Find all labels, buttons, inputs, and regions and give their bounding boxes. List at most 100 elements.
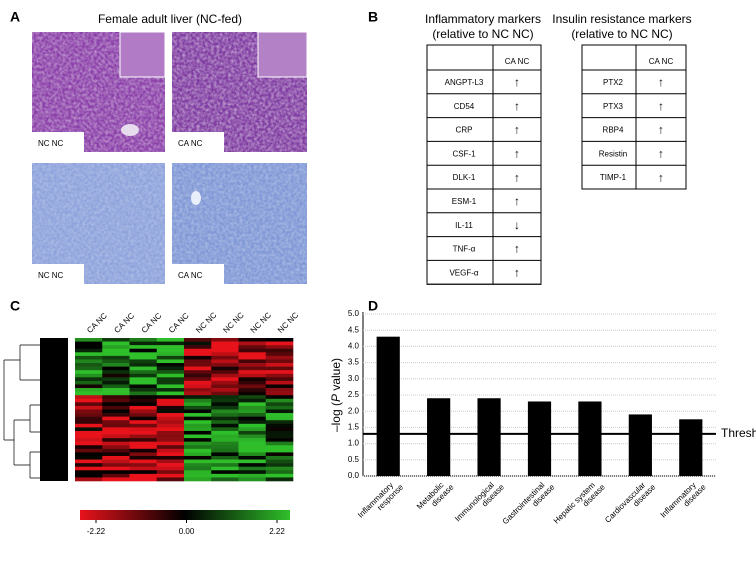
heatmap-cell (102, 345, 130, 350)
heatmap-cell (184, 445, 212, 450)
y-axis-label-part: value) (329, 358, 343, 394)
heatmap-cell (184, 388, 212, 392)
heatmap-cell (265, 409, 294, 414)
heatmap-cell (75, 352, 103, 357)
heatmap-cell (211, 409, 239, 414)
heatmap-cell (265, 430, 294, 435)
heatmap-cell (129, 477, 158, 482)
panel-letter: C (10, 298, 20, 314)
heatmap-cell (184, 430, 212, 435)
heatmap-cell (211, 455, 239, 460)
heatmap-cell (156, 459, 185, 464)
heatmap-cell (129, 366, 158, 371)
heatmap-cell (75, 459, 103, 464)
heatmap-cell (156, 423, 185, 428)
heatmap-cell (265, 413, 294, 417)
marker-arrow: ↑ (514, 194, 520, 208)
heatmap-cell (184, 405, 212, 410)
heatmap-cell (129, 409, 158, 414)
heatmap-cell (156, 352, 185, 357)
heatmap-cell (102, 377, 130, 382)
heatmap-cell (75, 420, 103, 425)
heatmap-cell (184, 352, 212, 357)
marker-arrow: ↑ (658, 146, 664, 160)
heatmap-cell (238, 370, 267, 375)
heatmap-cell (75, 373, 103, 378)
heatmap-cell (129, 341, 158, 346)
heatmap-cell (75, 388, 103, 392)
heatmap-cell (156, 420, 185, 425)
heatmap-cell (184, 380, 212, 385)
heatmap-cell (102, 402, 130, 407)
heatmap-cell (129, 384, 158, 389)
y-tick-label: 2.0 (348, 406, 360, 415)
heatmap-cell (156, 470, 185, 475)
y-axis-label-part: –log ( (329, 402, 343, 432)
heatmap-cell (102, 405, 130, 410)
heatmap-cell (75, 405, 103, 410)
heatmap-cell (156, 395, 185, 400)
panel-letter: A (10, 9, 20, 25)
heatmap-cell (129, 452, 158, 457)
heatmap-cell (238, 341, 267, 346)
heatmap-cell (129, 420, 158, 425)
heatmap-cell (184, 391, 212, 396)
column-label: CA NC (112, 311, 136, 335)
heatmap-cell (129, 473, 158, 478)
table-title: (relative to NC NC) (571, 27, 672, 41)
heatmap-cell (211, 355, 239, 360)
heatmap-cell (102, 420, 130, 425)
heatmap-cell (265, 384, 294, 389)
threshold-label: Threshold (721, 426, 756, 440)
marker-name: TIMP-1 (600, 173, 627, 182)
heatmap-cell (156, 363, 185, 367)
heatmap-cell (265, 338, 294, 342)
heatmap-cell (129, 448, 158, 453)
y-tick-label: 4.5 (348, 325, 360, 334)
heatmap-cell (129, 398, 158, 403)
heatmap-cell (265, 391, 294, 396)
heatmap-cell (75, 416, 103, 421)
heatmap-cell (184, 477, 212, 482)
heatmap-cell (156, 384, 185, 389)
heatmap-cell (75, 355, 103, 360)
heatmap-cell (156, 477, 185, 482)
heatmap-cell (102, 380, 130, 385)
table-title: Insulin resistance markers (552, 12, 691, 26)
heatmap-cell (184, 345, 212, 350)
heatmap-cell (129, 402, 158, 407)
marker-name: Resistin (599, 149, 627, 158)
heatmap-cell (238, 459, 267, 464)
heatmap-cell (102, 391, 130, 396)
heatmap-cell (102, 366, 130, 371)
heatmap-cell (102, 416, 130, 421)
panel-title: Female adult liver (NC-fed) (98, 12, 242, 26)
image-texture (172, 163, 307, 284)
y-tick-label: 2.5 (348, 390, 360, 399)
heatmap-cell (265, 434, 294, 439)
heatmap-cell (184, 423, 212, 428)
heatmap-cell (75, 427, 103, 432)
heatmap-cell (184, 409, 212, 414)
heatmap-cell (238, 470, 267, 475)
heatmap-cell (102, 427, 130, 432)
heatmap-cell (184, 384, 212, 389)
marker-arrow: ↑ (514, 242, 520, 256)
heatmap-cell (129, 463, 158, 467)
vessel (121, 124, 139, 136)
heatmap-cell (238, 348, 267, 353)
heatmap-cell (75, 348, 103, 353)
heatmap-cell (238, 359, 267, 364)
heatmap-cell (75, 477, 103, 482)
heatmap-cell (156, 373, 185, 378)
heatmap-cell (238, 398, 267, 403)
heatmap-cell (156, 455, 185, 460)
column-label: CA NC (85, 311, 109, 335)
heatmap-cell (102, 413, 130, 417)
heatmap-cell (102, 355, 130, 360)
heatmap-cell (102, 473, 130, 478)
heatmap-cell (211, 413, 239, 417)
heatmap-cell (156, 427, 185, 432)
heatmap-cell (238, 352, 267, 357)
